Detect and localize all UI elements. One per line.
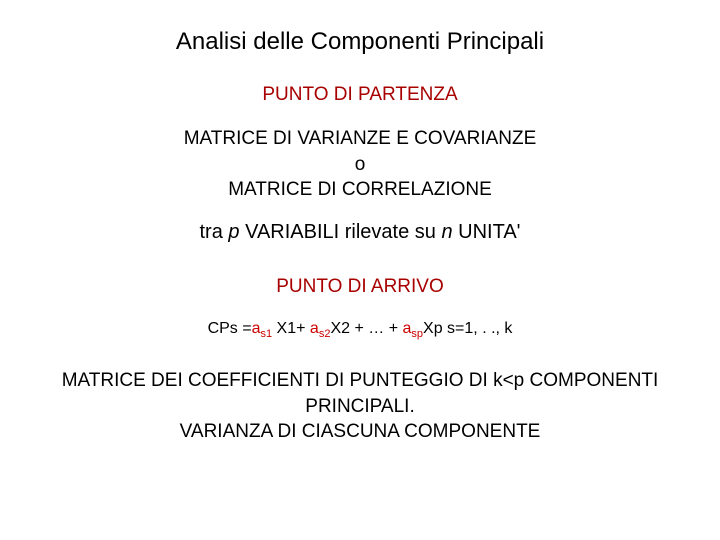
- vars-post: UNITA': [453, 221, 521, 243]
- vars-mid: VARIABILI rilevate su: [240, 221, 442, 243]
- formula-range: s=1, . ., k: [443, 320, 513, 337]
- formula-lead: CPs =: [208, 320, 252, 337]
- formula-xp: Xp: [423, 320, 443, 337]
- formula-a2: a: [310, 320, 319, 337]
- formula-line: CPs =as1 X1+ as2X2 + … + aspXp s=1, . .,…: [0, 320, 720, 340]
- formula-s2: s2: [319, 328, 331, 340]
- coeff-block: MATRICE DEI COEFFICIENTI DI PUNTEGGIO DI…: [0, 368, 720, 445]
- vars-pre: tra: [200, 221, 229, 243]
- coeff-line1: MATRICE DEI COEFFICIENTI DI PUNTEGGIO DI…: [62, 370, 659, 391]
- matrix-line3: MATRICE DI CORRELAZIONE: [228, 179, 492, 200]
- slide: Analisi delle Componenti Principali PUNT…: [0, 0, 720, 540]
- vars-n: n: [441, 221, 452, 243]
- end-label: PUNTO DI ARRIVO: [0, 276, 720, 298]
- page-title: Analisi delle Componenti Principali: [0, 28, 720, 56]
- matrix-line2: o: [355, 154, 366, 175]
- formula-x1: X1+: [272, 320, 310, 337]
- matrix-block: MATRICE DI VARIANZE E COVARIANZE o MATRI…: [0, 126, 720, 203]
- coeff-line3: VARIANZA DI CIASCUNA COMPONENTE: [180, 421, 541, 442]
- start-label: PUNTO DI PARTENZA: [0, 84, 720, 106]
- vars-p: p: [228, 221, 239, 243]
- formula-sp: sp: [411, 328, 423, 340]
- formula-x2: X2 + … +: [330, 320, 402, 337]
- coeff-line2: PRINCIPALI.: [305, 396, 414, 417]
- matrix-line1: MATRICE DI VARIANZE E COVARIANZE: [184, 128, 537, 149]
- formula-s1: s1: [260, 328, 272, 340]
- variables-line: tra p VARIABILI rilevate su n UNITA': [0, 221, 720, 244]
